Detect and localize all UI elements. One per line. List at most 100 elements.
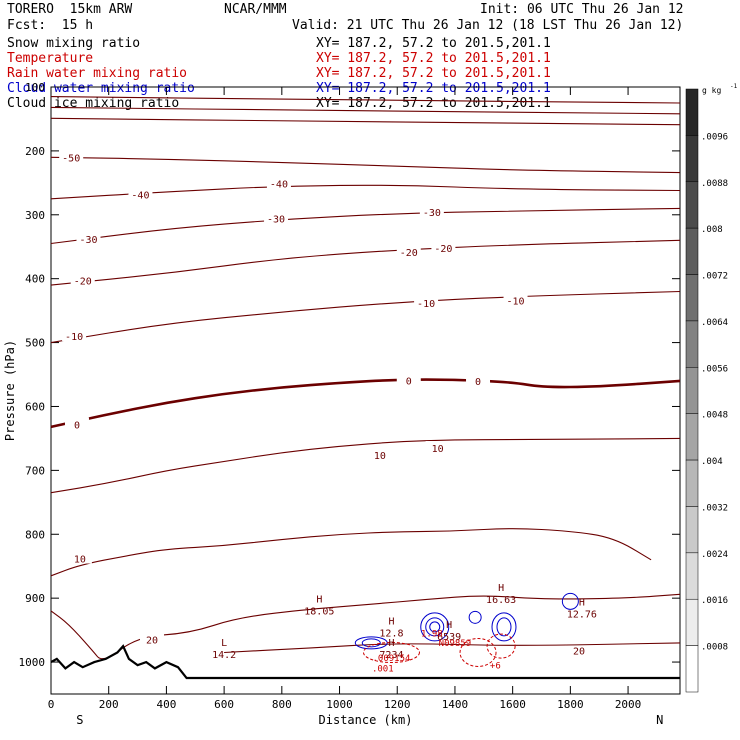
contour-label-bg <box>139 632 164 645</box>
rain-contour-label: .001 <box>372 665 394 675</box>
contour-label-bg <box>567 643 592 656</box>
contour-label-bg <box>503 293 528 306</box>
cloud-water-contour <box>491 612 517 642</box>
y-tick-label: 100 <box>25 81 45 94</box>
temperature-contour-label: -50 <box>62 153 80 164</box>
pressure-extreme-value: 7234 <box>379 650 403 661</box>
cloud-water-contour <box>425 617 445 637</box>
pressure-extreme-letter: L <box>221 638 227 649</box>
y-tick-label: 700 <box>25 464 45 477</box>
north-label: N <box>656 713 663 727</box>
temperature-contour-label: -20 <box>434 244 452 255</box>
temperature-contour-label: 10 <box>374 451 386 462</box>
colorbar-unit-exponent: -1 <box>730 83 738 90</box>
temperature-contour-label: -20 <box>74 277 92 288</box>
colorbar-segment <box>685 181 699 229</box>
cloud-water-contour <box>420 612 450 642</box>
temperature-contour <box>50 106 681 115</box>
colorbar-level-label: .0064 <box>701 318 728 328</box>
temperature-contour-label: -10 <box>507 296 525 307</box>
temperature-contour-label: -20 <box>400 248 418 259</box>
temperature-contour <box>50 593 681 660</box>
colorbar-segment <box>685 367 699 414</box>
cloud-water-contours <box>354 592 579 667</box>
temperature-contour <box>50 184 681 200</box>
temperature-contour <box>50 290 681 344</box>
temperature-contour-label: -40 <box>131 190 149 201</box>
temperature-contour-label: -30 <box>267 215 285 226</box>
x-tick-label: 200 <box>99 698 119 711</box>
x-tick-label: 1600 <box>499 698 526 711</box>
pressure-extreme-value: 16.63 <box>486 595 516 606</box>
colorbar-segment <box>685 413 699 461</box>
temperature-contour-label: -10 <box>417 299 435 310</box>
contour-label-bg <box>425 441 450 454</box>
x-tick-label: 1800 <box>557 698 584 711</box>
colorbar-level-label: .0008 <box>701 643 728 653</box>
colorbar-level-label: .0048 <box>701 411 728 421</box>
terrain-line <box>50 644 680 680</box>
model-title: TORERO 15km ARW <box>7 2 133 17</box>
cloud-water-contour <box>468 610 482 624</box>
y-axis-label: Pressure (hPa) <box>3 340 17 441</box>
pressure-extreme-value: 12.76 <box>567 610 597 621</box>
temperature-contour <box>50 156 681 174</box>
colorbar-segment <box>685 320 699 368</box>
y-tick-label: 600 <box>25 400 45 413</box>
contour-label-bg <box>62 329 87 342</box>
x-tick-label: 1000 <box>326 698 353 711</box>
y-tick-label: 1000 <box>19 656 46 669</box>
temperature-contour <box>50 378 681 429</box>
rain-contour-label: .009154 <box>372 654 410 664</box>
y-tick-label: 900 <box>25 592 45 605</box>
contour-label-bg <box>466 373 491 386</box>
colorbar-level-label: .0056 <box>701 364 728 374</box>
pressure-extreme-value: 14.2 <box>212 650 236 661</box>
x-tick-label: 1200 <box>384 698 411 711</box>
contour-label-bg <box>367 448 392 461</box>
legend-field-name: Rain water mixing ratio <box>7 66 188 81</box>
colorbar-level-label: .0024 <box>701 550 728 560</box>
contour-label-bg <box>70 273 95 286</box>
colorbar-level-label: .0088 <box>701 179 728 189</box>
temperature-contour-label: 0 <box>475 377 481 388</box>
x-tick-label: 800 <box>272 698 292 711</box>
colorbar-level-label: .0096 <box>701 132 728 142</box>
temperature-contour <box>50 117 681 126</box>
temperature-contour-label: 0 <box>406 376 412 387</box>
cloud-water-contour <box>429 621 441 633</box>
colorbar-segment <box>685 227 699 275</box>
contour-label-bg <box>64 417 89 430</box>
contour-label-bg <box>266 176 291 189</box>
legend-field-name: Temperature <box>7 51 94 66</box>
temperature-contour <box>50 96 681 104</box>
contour-label-bg <box>264 211 289 224</box>
contour-label-bg <box>59 150 84 163</box>
colorbar: .0096 .0088 .008 .0072 .0064 .0056 .0048 .004 .0… <box>685 83 738 693</box>
terrain <box>50 644 680 680</box>
x-tick-label: 0 <box>48 698 55 711</box>
contour-label-bg <box>76 232 101 245</box>
colorbar-segment <box>685 645 699 693</box>
colorbar-unit: g kg <box>702 86 721 95</box>
contour-label-bg <box>128 187 153 200</box>
temperature-contour <box>50 528 652 577</box>
y-tick-label: 300 <box>25 209 45 222</box>
legend-field-range: XY= 187.2, 57.2 to 201.5,201.1 <box>316 36 551 51</box>
y-tick-label: 500 <box>25 337 45 350</box>
init-time: Init: 06 UTC Thu 26 Jan 12 <box>480 2 684 17</box>
colorbar-segment <box>685 274 699 322</box>
temperature-contour <box>50 207 681 245</box>
contour-label-bg <box>396 244 421 257</box>
cloud-water-contour <box>561 592 579 610</box>
legend-field-name: Snow mixing ratio <box>7 36 141 51</box>
axes: 0 200 400 600 800 1000 1200 1400 1600 1800 2000100… <box>3 81 681 727</box>
pressure-extreme-letter: H <box>388 638 394 649</box>
y-tick-label: 800 <box>25 528 45 541</box>
x-tick-label: 400 <box>156 698 176 711</box>
rain-water-contour <box>362 641 420 663</box>
rain-contour-label: N09859 <box>439 639 472 649</box>
rain-contour-label: +6 <box>490 661 501 671</box>
pressure-extreme-value: 12.8 <box>379 628 403 639</box>
